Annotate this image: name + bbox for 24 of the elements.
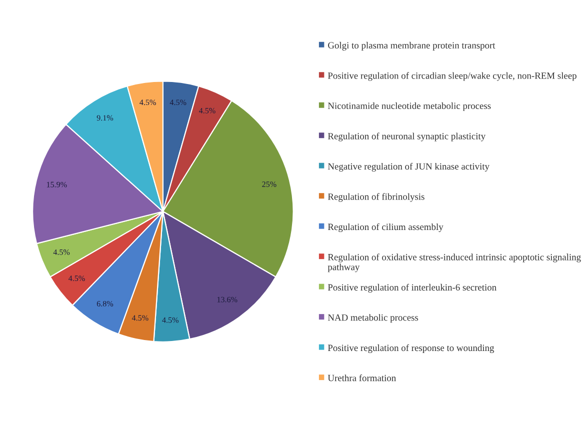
data-label: 15.9% bbox=[46, 182, 67, 188]
data-label: 6.8% bbox=[96, 300, 114, 306]
legend-label: Regulation of oxidative stress-induced intrinsic apoptotic signaling pathway bbox=[328, 254, 581, 272]
data-label: 4.5% bbox=[53, 249, 70, 255]
legend-label: Positive regulation of circadian sleep/wake cycle, non-REM sleep bbox=[328, 72, 576, 81]
legend-label: Golgi to plasma membrane protein transport bbox=[328, 42, 496, 50]
legend-label: Positive regulation of response to wounding bbox=[328, 344, 494, 354]
data-label: 4.5% bbox=[140, 100, 156, 106]
data-label: 13.6% bbox=[217, 296, 238, 302]
data-label: 4.5% bbox=[162, 317, 178, 323]
data-label: 4.5% bbox=[199, 108, 216, 114]
legend-label: Regulation of cilium assembly bbox=[328, 223, 444, 232]
legend-label: Nicotinamide nucleotide metabolic process bbox=[328, 102, 491, 111]
legend-label: Regulation of fibrinolysis bbox=[328, 193, 424, 202]
legend-label: Regulation of neuronal synaptic plasticity bbox=[328, 132, 486, 142]
data-label: 4.5% bbox=[68, 276, 85, 282]
data-label: 4.5% bbox=[132, 315, 148, 321]
data-label: 9.1% bbox=[96, 115, 114, 121]
legend-label: Negative regulation of JUN kinase activity bbox=[328, 162, 490, 172]
legend-label: Positive regulation of interleukin-6 secretion bbox=[328, 284, 496, 293]
legend-label: Urethra formation bbox=[328, 374, 396, 382]
data-label: 25% bbox=[262, 182, 276, 187]
legend-label: NAD metabolic process bbox=[328, 314, 418, 323]
data-label: 4.5% bbox=[170, 100, 186, 106]
